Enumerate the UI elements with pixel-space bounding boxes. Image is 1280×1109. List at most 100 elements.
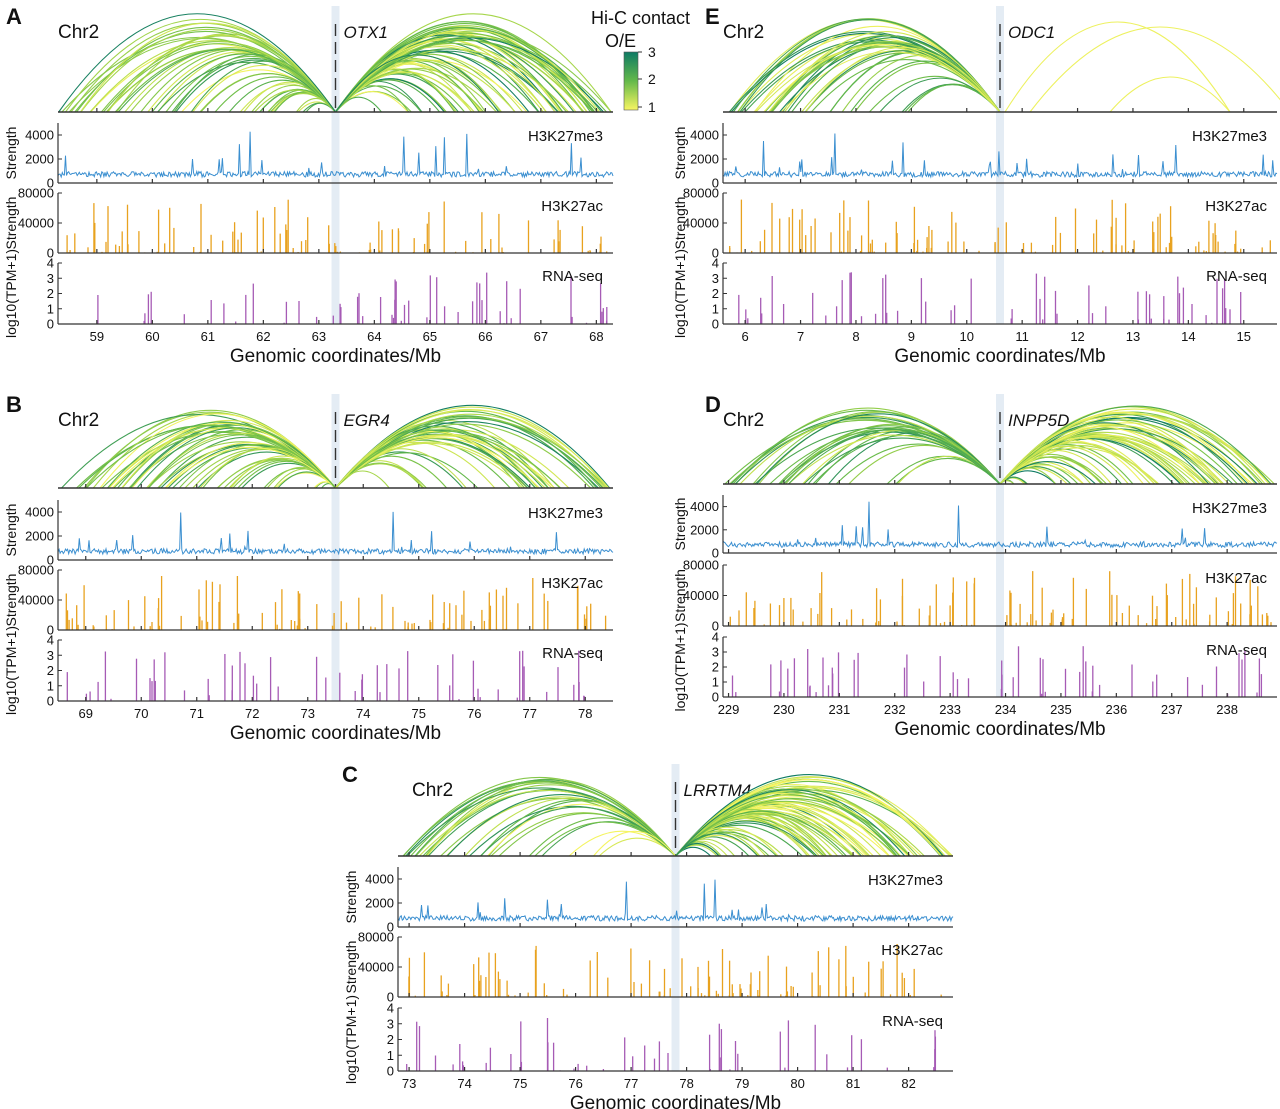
hic-contact-arc	[999, 426, 1201, 485]
x-axis-label: Genomic coordinates/Mb	[230, 723, 441, 744]
x-tick-label: 234	[995, 702, 1017, 717]
x-tick-label: 230	[773, 702, 795, 717]
chromosome-label: Chr2	[412, 780, 453, 801]
hic-contact-arc	[335, 437, 540, 489]
gene-highlight-band	[331, 394, 340, 701]
hic-colorbar: Hi-C contact O/E 3 2 1	[591, 8, 690, 115]
hic-contact-arc	[335, 442, 523, 489]
track-h3k27ac: 80000 40000 0 H3K27ac Strength	[3, 186, 613, 261]
y-tick-label: 3	[387, 1016, 394, 1031]
h3k27me3-signal	[722, 501, 1278, 549]
hic-contact-arc	[335, 54, 500, 113]
y-tick-label: 2000	[25, 529, 54, 544]
hic-contact-arc	[598, 837, 676, 857]
y-axis-label: Strength	[672, 127, 688, 180]
y-tick-label: 3	[712, 271, 719, 286]
y-tick-label: 0	[712, 317, 719, 332]
x-tick-label: 73	[301, 706, 315, 721]
y-tick-label: 0	[712, 546, 719, 561]
track-name: H3K27me3	[868, 872, 943, 889]
x-tick-label: 74	[356, 706, 370, 721]
hic-contact-arc	[254, 89, 336, 113]
y-tick-label: 4	[47, 256, 54, 271]
y-tick-label: 3	[712, 645, 719, 660]
x-tick-label: 68	[589, 329, 603, 344]
gene-label: INPP5D	[1008, 411, 1069, 430]
y-tick-label: 3	[47, 271, 54, 286]
hic-contact-arc	[785, 423, 1001, 485]
x-tick-label: 72	[245, 706, 259, 721]
y-axis-label: Strength	[672, 197, 688, 250]
y-axis-label: Strength	[672, 569, 688, 622]
x-tick-label: 80	[790, 1076, 804, 1091]
x-tick-label: 231	[828, 702, 850, 717]
track-h3k27ac: 80000 40000 0 H3K27ac Strength	[672, 558, 1277, 634]
hic-contact-arc	[999, 419, 1238, 485]
y-tick-label: 2000	[690, 522, 719, 537]
hic-contact-arc	[151, 53, 336, 113]
hic-contact-arc	[805, 47, 1001, 113]
gene-highlight-band	[996, 394, 1004, 697]
hic-contact-arc	[756, 413, 1001, 485]
colorbar-title: Hi-C contact	[591, 8, 690, 28]
y-axis-label: Strength	[343, 941, 359, 994]
x-tick-label: 229	[718, 702, 740, 717]
x-axis-label: Genomic coordinates/Mb	[230, 346, 441, 367]
x-tick-label: 7	[797, 329, 804, 344]
y-tick-label: 0	[712, 246, 719, 261]
track-h3k27ac: 80000 40000 0 H3K27ac Strength	[3, 563, 613, 638]
track-name: H3K27ac	[881, 942, 943, 959]
x-tick-label: 64	[367, 329, 381, 344]
track-h3k27ac: 80000 40000 0 H3K27ac Strength	[343, 930, 953, 1005]
y-tick-label: 2	[387, 1032, 394, 1047]
y-axis-label: log10(TPM+1)	[672, 249, 688, 338]
hic-contact-arc	[999, 412, 1251, 485]
y-axis-label: Strength	[3, 127, 19, 180]
gene-label: ODC1	[1008, 23, 1055, 42]
hic-contact-arc	[335, 29, 600, 113]
track-name: RNA-seq	[542, 268, 603, 285]
chromosome-label: Chr2	[723, 22, 764, 43]
hic-contact-arc	[79, 22, 336, 113]
x-tick-label: 59	[90, 329, 104, 344]
x-tick-label: 76	[467, 706, 481, 721]
hic-contact-arc	[414, 779, 676, 857]
hic-contact-arc	[165, 446, 336, 489]
x-tick-label: 6	[742, 329, 749, 344]
x-tick-label: 69	[79, 706, 93, 721]
y-tick-label: 4000	[25, 128, 54, 143]
x-tick-label: 61	[201, 329, 215, 344]
hic-contact-arc	[106, 35, 336, 113]
hic-contact-arc	[1029, 26, 1280, 113]
y-axis-label: log10(TPM+1)	[343, 995, 359, 1084]
x-tick-label: 82	[901, 1076, 915, 1091]
y-tick-label: 40000	[358, 960, 394, 975]
colorbar-gradient	[623, 51, 639, 111]
x-tick-label: 237	[1161, 702, 1183, 717]
y-axis-label: Strength	[3, 504, 19, 557]
y-tick-label: 80000	[18, 563, 54, 578]
hic-contact-arc	[763, 43, 1001, 113]
hic-contact-arc	[788, 428, 1001, 485]
hic-contact-arc	[999, 447, 1160, 485]
hic-contact-arc	[86, 424, 336, 489]
y-tick-label: 1	[47, 301, 54, 316]
hic-contact-arc	[675, 833, 759, 857]
h3k27me3-signal	[397, 879, 954, 923]
hic-arcs	[724, 405, 1275, 485]
x-tick-label: 238	[1216, 702, 1238, 717]
x-tick-label: 13	[1126, 329, 1140, 344]
hic-contact-arc	[157, 61, 336, 113]
x-axis-label: Genomic coordinates/Mb	[894, 719, 1105, 740]
y-axis-label: Strength	[3, 197, 19, 250]
y-tick-label: 1	[47, 678, 54, 693]
y-tick-label: 40000	[683, 588, 719, 603]
hic-arcs	[58, 13, 612, 113]
y-axis-label: log10(TPM+1)	[672, 622, 688, 711]
hic-contact-arc	[769, 41, 1001, 113]
y-tick-label: 0	[712, 690, 719, 705]
hic-contact-arc	[758, 411, 1001, 485]
colorbar-subtitle: O/E	[605, 31, 636, 51]
